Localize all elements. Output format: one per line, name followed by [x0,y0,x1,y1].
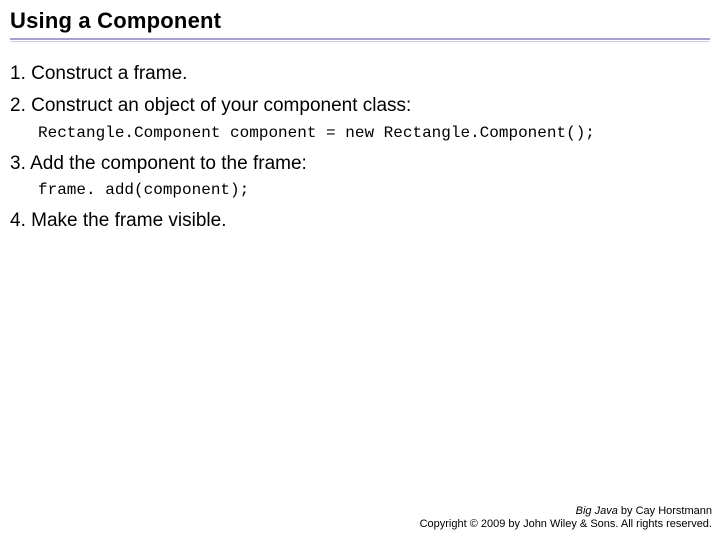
item-text: Add the component to the frame: [30,153,307,174]
footer-book-title: Big Java [576,505,618,517]
item-number: 3. [10,153,26,174]
content: 1. Construct a frame. 2. Construct an ob… [0,42,720,233]
list-item: 4. Make the frame visible. [10,209,702,233]
slide-title: Using a Component [10,8,710,34]
footer-line-1: Big Java by Cay Horstmann [420,505,712,519]
title-block: Using a Component [0,0,720,42]
rule-top [10,38,710,40]
list-item: 2. Construct an object of your component… [10,94,702,118]
list-item: 1. Construct a frame. [10,62,702,86]
footer-author: by Cay Horstmann [618,505,712,517]
item-number: 2. [10,95,26,116]
slide: { "title": "Using a Component", "items":… [0,0,720,540]
footer-copyright: Copyright © 2009 by John Wiley & Sons. A… [420,518,712,532]
item-text: Construct a frame. [31,63,187,84]
footer: Big Java by Cay Horstmann Copyright © 20… [420,505,712,533]
list-item: 3. Add the component to the frame: [10,152,702,176]
code-block: frame. add(component); [38,181,702,199]
item-number: 4. [10,210,26,231]
item-number: 1. [10,63,26,84]
code-block: Rectangle.Component component = new Rect… [38,124,702,142]
item-text: Make the frame visible. [31,210,226,231]
item-text: Construct an object of your component cl… [31,95,411,116]
